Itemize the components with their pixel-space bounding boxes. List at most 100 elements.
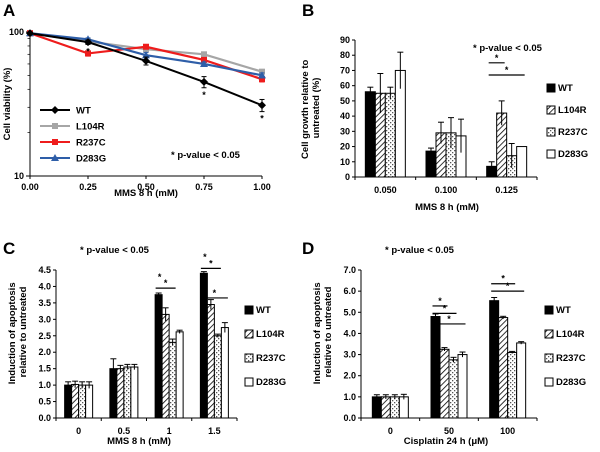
bar-d283g-1 <box>175 331 184 419</box>
x-tick-label-c: 1 <box>167 426 172 436</box>
legend-label-r237c: R237C <box>76 138 106 149</box>
bar-r237c-1 <box>168 341 177 419</box>
bar-d283g-50 <box>457 354 468 419</box>
y-tick-label-b: 90 <box>340 35 350 45</box>
legend-swatch-r237c <box>544 353 554 363</box>
legend-label-d283g: D283G <box>558 149 588 160</box>
bar-wt-1 <box>154 294 163 419</box>
legend-swatch-d283g <box>244 377 254 387</box>
bar-l104r-1.5 <box>206 304 215 419</box>
x-axis-label-b: MMS 8 h (mM) <box>415 202 479 213</box>
significance-star-c: * <box>213 288 217 298</box>
bar-r237c-50 <box>448 359 459 419</box>
x-tick-label-d: 100 <box>500 426 515 436</box>
point-l104r <box>201 51 207 58</box>
bar-wt-0 <box>64 384 73 419</box>
legend-marker-l104r <box>52 123 58 129</box>
significance-star-c: * <box>209 258 213 268</box>
y-tick-label-d: 0.0 <box>343 413 356 423</box>
y-tick-label-d: 3.0 <box>343 350 356 360</box>
x-tick-label-a: 1.00 <box>253 182 271 192</box>
panel-a: A MMS 8 h (mM) Cell viability (%) * p-va… <box>2 1 271 199</box>
y-axis-label-c: Induction of apoptosis relative to untre… <box>7 280 29 385</box>
y-tick-label-b: 10 <box>340 157 350 167</box>
bar-d283g-0 <box>398 396 409 419</box>
point-d283g <box>258 71 266 79</box>
point-wt <box>200 77 208 86</box>
y-tick-label-c: 4.5 <box>38 265 51 275</box>
y-axis-label-c-line1: Induction of apoptosis <box>7 282 18 384</box>
bar-wt-0.050 <box>364 91 376 178</box>
y-axis-label-d: Induction of apoptosis relative to untre… <box>312 280 334 385</box>
significance-star-a: * <box>86 46 90 56</box>
point-d283g <box>200 59 208 67</box>
bar-l104r-0 <box>380 396 391 419</box>
legend-swatch-r237c <box>546 127 556 137</box>
legend-swatch-l104r <box>544 329 554 339</box>
legend-label-r237c: R237C <box>256 353 286 364</box>
significance-star-c: * <box>203 275 207 285</box>
legend-label-wt: WT <box>558 83 573 94</box>
significance-star-c: * <box>158 272 162 282</box>
point-r237c <box>201 56 207 63</box>
y-axis-label-d-line2: relative to untreated <box>323 286 334 377</box>
y-tick-label-b: 0 <box>345 172 350 182</box>
y-tick-label-c: 3.0 <box>38 314 51 324</box>
panel-c: C MMS 8 h (mM) Induction of apoptosis re… <box>3 239 286 447</box>
legend-marker-r237c <box>52 139 58 145</box>
significance-star-b: * <box>505 65 509 75</box>
significance-star-b: * <box>495 53 499 63</box>
y-tick-label-b: 60 <box>340 81 350 91</box>
legend-swatch-l104r <box>244 329 254 339</box>
bar-d283g-0.125 <box>516 146 528 178</box>
bar-l104r-50 <box>439 348 450 419</box>
bar-wt-1.5 <box>199 272 208 419</box>
bar-r237c-0 <box>389 396 400 419</box>
legend-label-l104r: L104R <box>76 122 105 133</box>
bar-r237c-0 <box>78 384 87 419</box>
legend-marker-d283g <box>51 154 59 161</box>
bar-r237c-1.5 <box>213 335 222 419</box>
point-r237c <box>85 50 91 57</box>
legend-label-wt: WT <box>256 305 271 316</box>
panel-label-b: B <box>302 1 314 20</box>
legend-label-d283g: D283G <box>76 154 106 165</box>
y-tick-label-c: 1.5 <box>38 364 51 374</box>
point-wt <box>84 38 92 47</box>
y-axis-label-b-line1: Cell growth relative to <box>300 60 311 159</box>
x-tick-label-a: 0.50 <box>137 182 155 192</box>
legend-label-l104r: L104R <box>256 329 285 340</box>
bar-l104r-0 <box>71 383 80 419</box>
y-tick-label-d: 4.0 <box>343 328 356 338</box>
legend-label-r237c: R237C <box>556 353 586 364</box>
legend-label-r237c: R237C <box>558 127 588 138</box>
y-axis-label-b: Cell growth relative to untreated (%) <box>300 57 322 159</box>
x-tick-label-a: 0.00 <box>21 182 39 192</box>
y-tick-label-c: 2.5 <box>38 331 51 341</box>
p-value-note-d: * p-value < 0.05 <box>385 245 455 256</box>
y-tick-label-c: 2.0 <box>38 347 51 357</box>
bar-d283g-0 <box>85 384 94 419</box>
y-axis-label-a: Cell viability (%) <box>2 68 13 141</box>
bar-d283g-0.5 <box>130 366 139 419</box>
legend-label-l104r: L104R <box>558 105 587 116</box>
y-tick-label-b: 50 <box>340 96 350 106</box>
y-tick-label-d: 7.0 <box>343 265 356 275</box>
legend-label-wt: WT <box>556 305 571 316</box>
significance-star-d: * <box>506 281 510 291</box>
y-tick-label-d: 5.0 <box>343 307 356 317</box>
point-wt <box>26 29 34 38</box>
p-value-note-a: * p-value < 0.05 <box>171 150 241 161</box>
legend-swatch-wt <box>244 305 254 315</box>
x-tick-label-a: 0.75 <box>195 182 213 192</box>
legend-swatch-wt <box>544 305 554 315</box>
legend-label-wt: WT <box>76 106 91 117</box>
bar-d283g-1.5 <box>220 327 229 419</box>
y-tick-label-c: 1.0 <box>38 380 51 390</box>
y-tick-label-b: 40 <box>340 111 350 121</box>
bar-d283g-100 <box>516 342 527 419</box>
y-axis-label-c-line2: relative to untreated <box>18 286 29 377</box>
significance-star-d: * <box>438 296 442 306</box>
legend-swatch-d283g <box>546 149 556 159</box>
y-tick-label-b: 70 <box>340 65 350 75</box>
